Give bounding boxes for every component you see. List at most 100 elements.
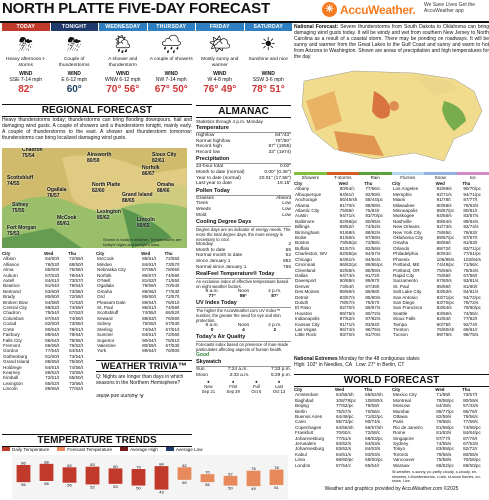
city-forecast: 80/55/s [463,451,479,457]
map-city-temps: 85/61 [57,220,70,227]
city-forecast: 89/67/t [365,278,380,284]
table-row: Valentine 80/59/t 67/53/t [96,343,188,348]
city-name: Beijing [295,403,309,409]
city-forecast: 78/58/pc [436,397,454,403]
city-forecast: 67/51/t [165,326,180,332]
city-name: Albany [295,186,310,192]
city-forecast: 83/60/t [45,288,60,294]
city-forecast: 90/72/s [365,310,381,316]
city-forecast: 83/56/s [436,310,452,316]
low-label: 55 [67,483,72,488]
city-forecast: 79/65/t [69,337,84,343]
city-forecast: 83/71/pc [463,245,481,251]
skywatch-row-label: Sun [196,367,205,373]
city-forecast: 108/80/s [365,397,383,403]
map-city-name: Ainsworth [87,152,112,158]
city-forecast: 78/64/t [69,272,84,278]
high-label: 70 [205,470,210,475]
table-row: Kimball 72/51/t 65/50/t [2,375,92,380]
city-forecast: 75/57/t [365,299,380,305]
forecast-row: TODAY ⛈ Heavy afternoon t-storms WIND SSE 7-… [2,23,292,103]
city-forecast: 77/62/t [69,386,84,392]
city-forecast: 84/61/s [335,451,352,457]
city-name: Copenhagen [295,424,322,430]
city-forecast: 81/69/pc [436,424,454,430]
city-forecast: 74/55/c [463,310,479,316]
city-forecast: 71/56/c [463,262,479,268]
cdd-row-value: 62 [285,253,291,259]
map-city-name: Sidney [12,202,29,208]
table-row: Broken Bow 84/58/t 71/53/t [2,300,92,305]
city-forecast: 67/54/c [335,462,352,468]
col-city: City [392,181,401,186]
city-forecast: 72/56/t [165,332,180,338]
city-name: Los Angeles [393,186,419,192]
forecast-day-card: TODAY ⛈ Heavy afternoon t-storms WIND SSE 7-… [2,23,50,103]
map-city-label: Sioux City 82/61 [152,152,176,164]
city-name: Seward [97,315,113,321]
table-row: Sydney 74/55/s 67/53/s [392,441,489,446]
city-forecast: 73/56/t [69,380,84,386]
map-city-label: Chadron 75/54 [22,148,43,159]
city-forecast: 73/54/t [339,283,354,289]
legend-label: Average Low [175,447,203,452]
high-label: 86 [21,461,26,466]
city-forecast: 74/55/t [142,310,157,316]
precip-row-label: 24-hour total [196,164,223,170]
city-forecast: 64/55/sh [335,424,354,430]
city-forecast: 75/55/t [142,321,157,327]
cdd-row: Normal since January 1 765 [196,265,291,271]
city-name: Des Moines [295,289,320,295]
city-name: Philadelphia [393,251,419,257]
table-row: Davenport 90/68/s 89/67/t [294,278,390,283]
forecast-temp: 78° 51° [251,84,285,95]
high-label: 78 [274,465,279,470]
city-forecast: 80/65/s [365,218,381,224]
cdd-row: Month to date 55 [196,248,291,254]
table-row: Mexico City 71/58/t 73/57/t [392,392,489,397]
trivia-question: Q: Nights are longer than days in which … [96,374,184,386]
table-row: Orlando 89/72/t 83/71/pc [392,246,489,251]
cdd-row-label: Since January 1 [196,258,231,264]
trends-legend-item: Average Low [165,447,203,452]
col-thu: Thu [364,181,373,186]
city-name: Cincinnati [295,262,316,268]
wind-value: E 6-12 mph [61,77,88,83]
forecast-temp: 76° 49° [203,84,237,95]
table-row: Tucson 99/76/s 96/75/s [392,332,489,337]
city-name: Anchorage [295,197,318,203]
city-name: Rio de Janeiro [393,424,423,430]
weather-icon: ⛈ [67,34,82,54]
table-row: Lima 68/60/pc 69/60/pc [294,457,390,462]
col-city: City [294,387,303,392]
table-row: Little Rock 93/70/s 91/70/s [294,332,390,337]
city-forecast: 85/59/s [365,267,381,273]
uv: 8 a.m. 0 [205,323,218,333]
city-name: Grand Island [3,359,30,365]
city-forecast: 82/59/s [436,414,452,420]
city-forecast: 90/68/s [339,278,355,284]
extremes-high: High: 102° in Needles, CA [294,362,352,368]
table-row: Gothenburg 81/60/t 73/54/t [2,354,92,359]
table-row: Birmingham 91/68/s 88/62/s [294,230,390,235]
city-forecast: 80/63/c [436,251,452,257]
city-forecast: 89/64/t [142,299,157,305]
regional-map: Chadron 75/54 Ainsworth 80/59 Norfolk 86/67 Sc… [2,148,187,248]
city-forecast: 75/58/s [436,457,452,463]
city-forecast: 89/72/t [436,245,451,251]
city-forecast: 94/72/pc [463,294,481,300]
table-row: Alliance 76/53/t 68/50/t [2,262,92,267]
table-row: Memphis 92/71/s 94/71/pc [392,192,489,197]
city-name: Rome [393,430,406,436]
city-forecast: 83/69/pc [436,446,454,452]
high-label: 79 [136,465,141,470]
temperature-bar [269,469,284,485]
precip-row-value: 19.15" [277,181,291,187]
uv-time: 8 a.m. [205,323,219,329]
city-forecast: 70/56/pc [463,457,481,463]
table-row: Alma 85/60/t 75/56/t [2,267,92,272]
precip-row: Month to date (normal) 0.00" (0.38") [196,170,291,176]
table-row: Miami 91/78/t 87/77/t [392,197,489,202]
city-forecast: 93/70/pc [365,213,383,219]
table-row: Amsterdam 64/55/sh 66/62/sh [294,392,390,397]
